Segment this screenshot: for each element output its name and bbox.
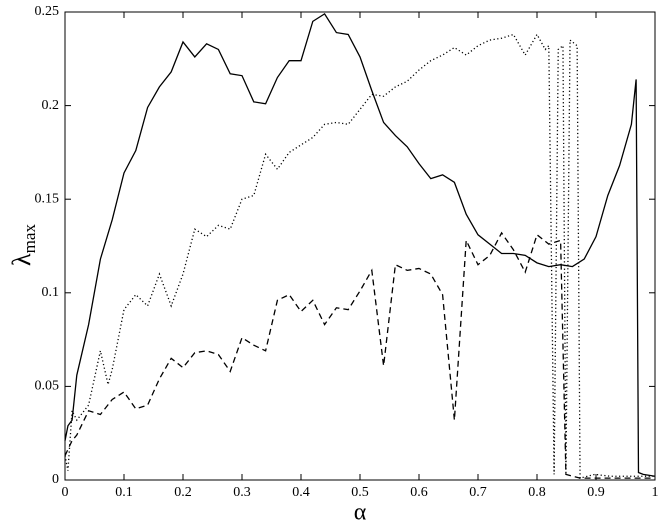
x-tick-label: 0.9 (587, 485, 605, 500)
y-axis-label: λmax (7, 224, 39, 266)
x-tick-label: 0.3 (233, 485, 251, 500)
line-series (64, 231, 655, 479)
x-tick-label: 0.6 (410, 485, 428, 500)
x-tick-label: 0.5 (351, 485, 369, 500)
y-tick-label: 0 (52, 472, 59, 487)
y-tick-label: 0.2 (42, 98, 60, 113)
y-axis-label-main: λ (7, 253, 36, 266)
x-axis-label: α (354, 500, 367, 526)
x-tick-label: 0.4 (292, 485, 310, 500)
x-tick-label: 0.2 (174, 485, 192, 500)
y-tick-label: 0.1 (42, 285, 60, 300)
y-tick-label: 0.05 (35, 379, 60, 394)
x-tick-label: 0 (62, 485, 69, 500)
x-tick-label: 0.1 (115, 485, 133, 500)
y-tick-label: 0.25 (35, 4, 60, 19)
y-axis-label-sub: max (20, 224, 39, 254)
y-tick-label: 0.15 (35, 191, 60, 206)
x-tick-label: 1 (652, 485, 659, 500)
line-series (64, 33, 655, 479)
x-tick-label: 0.8 (528, 485, 546, 500)
x-tick-label: 0.7 (469, 485, 487, 500)
line-series (64, 12, 656, 477)
